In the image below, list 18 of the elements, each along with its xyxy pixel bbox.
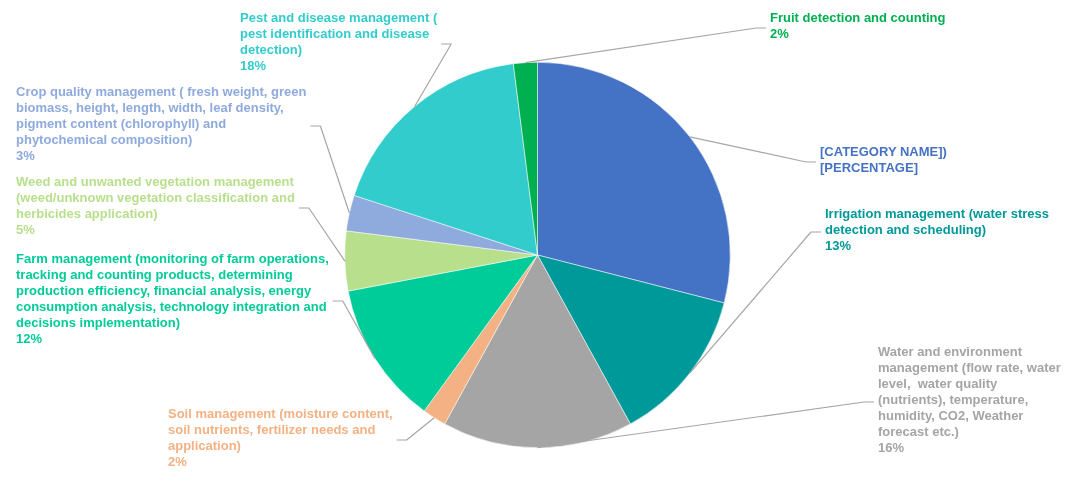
- slice-label: Irrigation management (water stress detection and scheduling): [825, 206, 1049, 238]
- slice-label: Soil management (moisture content, soil nutrients, fertilizer needs and application): [168, 406, 393, 454]
- data-label: 12%: [16, 331, 43, 347]
- data-label: 5%: [16, 222, 36, 238]
- data-label: 2%: [168, 454, 188, 470]
- slice-label: [CATEGORY NAME]): [820, 144, 947, 160]
- slice-label: Crop quality management ( fresh weight, green biomass, height, length, width, leaf density, pigment content (chlorophyll) and phytochemical composition): [16, 84, 307, 148]
- slice-label: Water and environment management (flow rate, water level, water quality (nutrients), temperature, humidity, CO2, Weather forecast etc.): [878, 344, 1061, 440]
- slice-label: Pest and disease management ( pest identification and disease detection): [240, 10, 438, 58]
- data-label: 16%: [878, 440, 905, 456]
- slice-label: Fruit detection and counting: [770, 10, 946, 26]
- data-label: 2%: [770, 26, 790, 42]
- data-label: [PERCENTAGE]: [820, 160, 918, 176]
- slice-label: Farm management (monitoring of farm operations, tracking and counting products, determining production efficiency, financial analysis, energy consumption analysis, technology integration and decisions implementation): [16, 251, 329, 331]
- data-label: 18%: [240, 58, 267, 74]
- data-label: 3%: [16, 148, 36, 164]
- data-label: 13%: [825, 238, 852, 254]
- slice-label: Weed and unwanted vegetation management (weed/unknown vegetation classification and herbicides application): [16, 174, 295, 222]
